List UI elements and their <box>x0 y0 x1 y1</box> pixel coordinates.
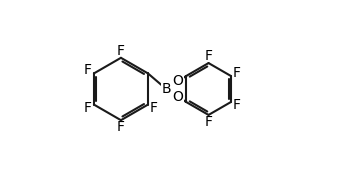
Text: F: F <box>84 63 92 77</box>
Text: F: F <box>150 101 158 115</box>
Text: F: F <box>233 98 241 112</box>
Text: F: F <box>117 44 125 58</box>
Text: B: B <box>162 82 171 96</box>
Text: O: O <box>172 74 183 88</box>
Text: O: O <box>172 90 183 104</box>
Text: F: F <box>233 66 241 80</box>
Text: F: F <box>84 101 92 115</box>
Text: F: F <box>205 115 212 129</box>
Text: F: F <box>117 120 125 134</box>
Text: F: F <box>205 49 212 63</box>
